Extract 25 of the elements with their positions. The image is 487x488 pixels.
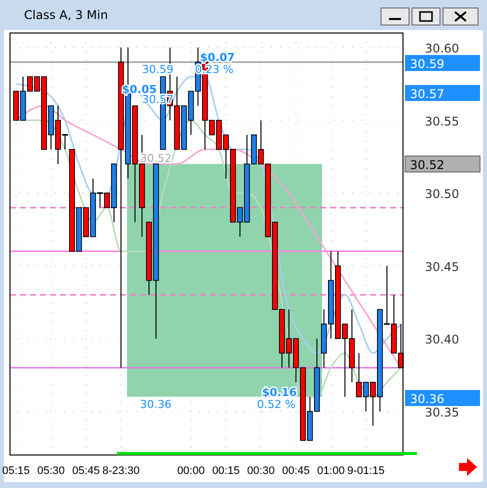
x-tick-label: 01:00 [317, 465, 345, 477]
text: 30.57 [410, 87, 444, 101]
y-tick-label: 30.60 [424, 42, 460, 56]
annotation: $0.16 [262, 386, 298, 399]
text: 30.36 [410, 392, 444, 406]
annotation: $0.07 [200, 51, 235, 64]
x-tick-label: 8-23:30 [102, 465, 140, 477]
annotation: 30.36 [140, 398, 172, 411]
y-tick-label: 30.40 [424, 332, 460, 347]
chart-title: Class A, 3 Min [24, 8, 108, 22]
x-tick-label: 00:15 [212, 465, 240, 477]
y-tick-label: 30.35 [424, 405, 460, 420]
y-tick-label: 30.55 [424, 114, 460, 128]
annotation: 0.52 % [257, 398, 296, 411]
x-tick-label: 00:45 [282, 465, 310, 477]
x-tick-label: 05:45 [72, 465, 100, 477]
text: 30.52 [410, 158, 444, 172]
text: 30.59 [410, 57, 444, 71]
x-tick-label: 05:30 [37, 465, 65, 477]
y-tick-label: 30.50 [424, 187, 460, 202]
x-tick-label: 00:00 [177, 465, 205, 477]
x-tick-label: 00:30 [247, 465, 275, 477]
x-tick-label: 9-01:15 [347, 465, 385, 477]
x-tick-label: 05:15 [2, 465, 30, 477]
y-tick-label: 30.45 [424, 260, 460, 274]
